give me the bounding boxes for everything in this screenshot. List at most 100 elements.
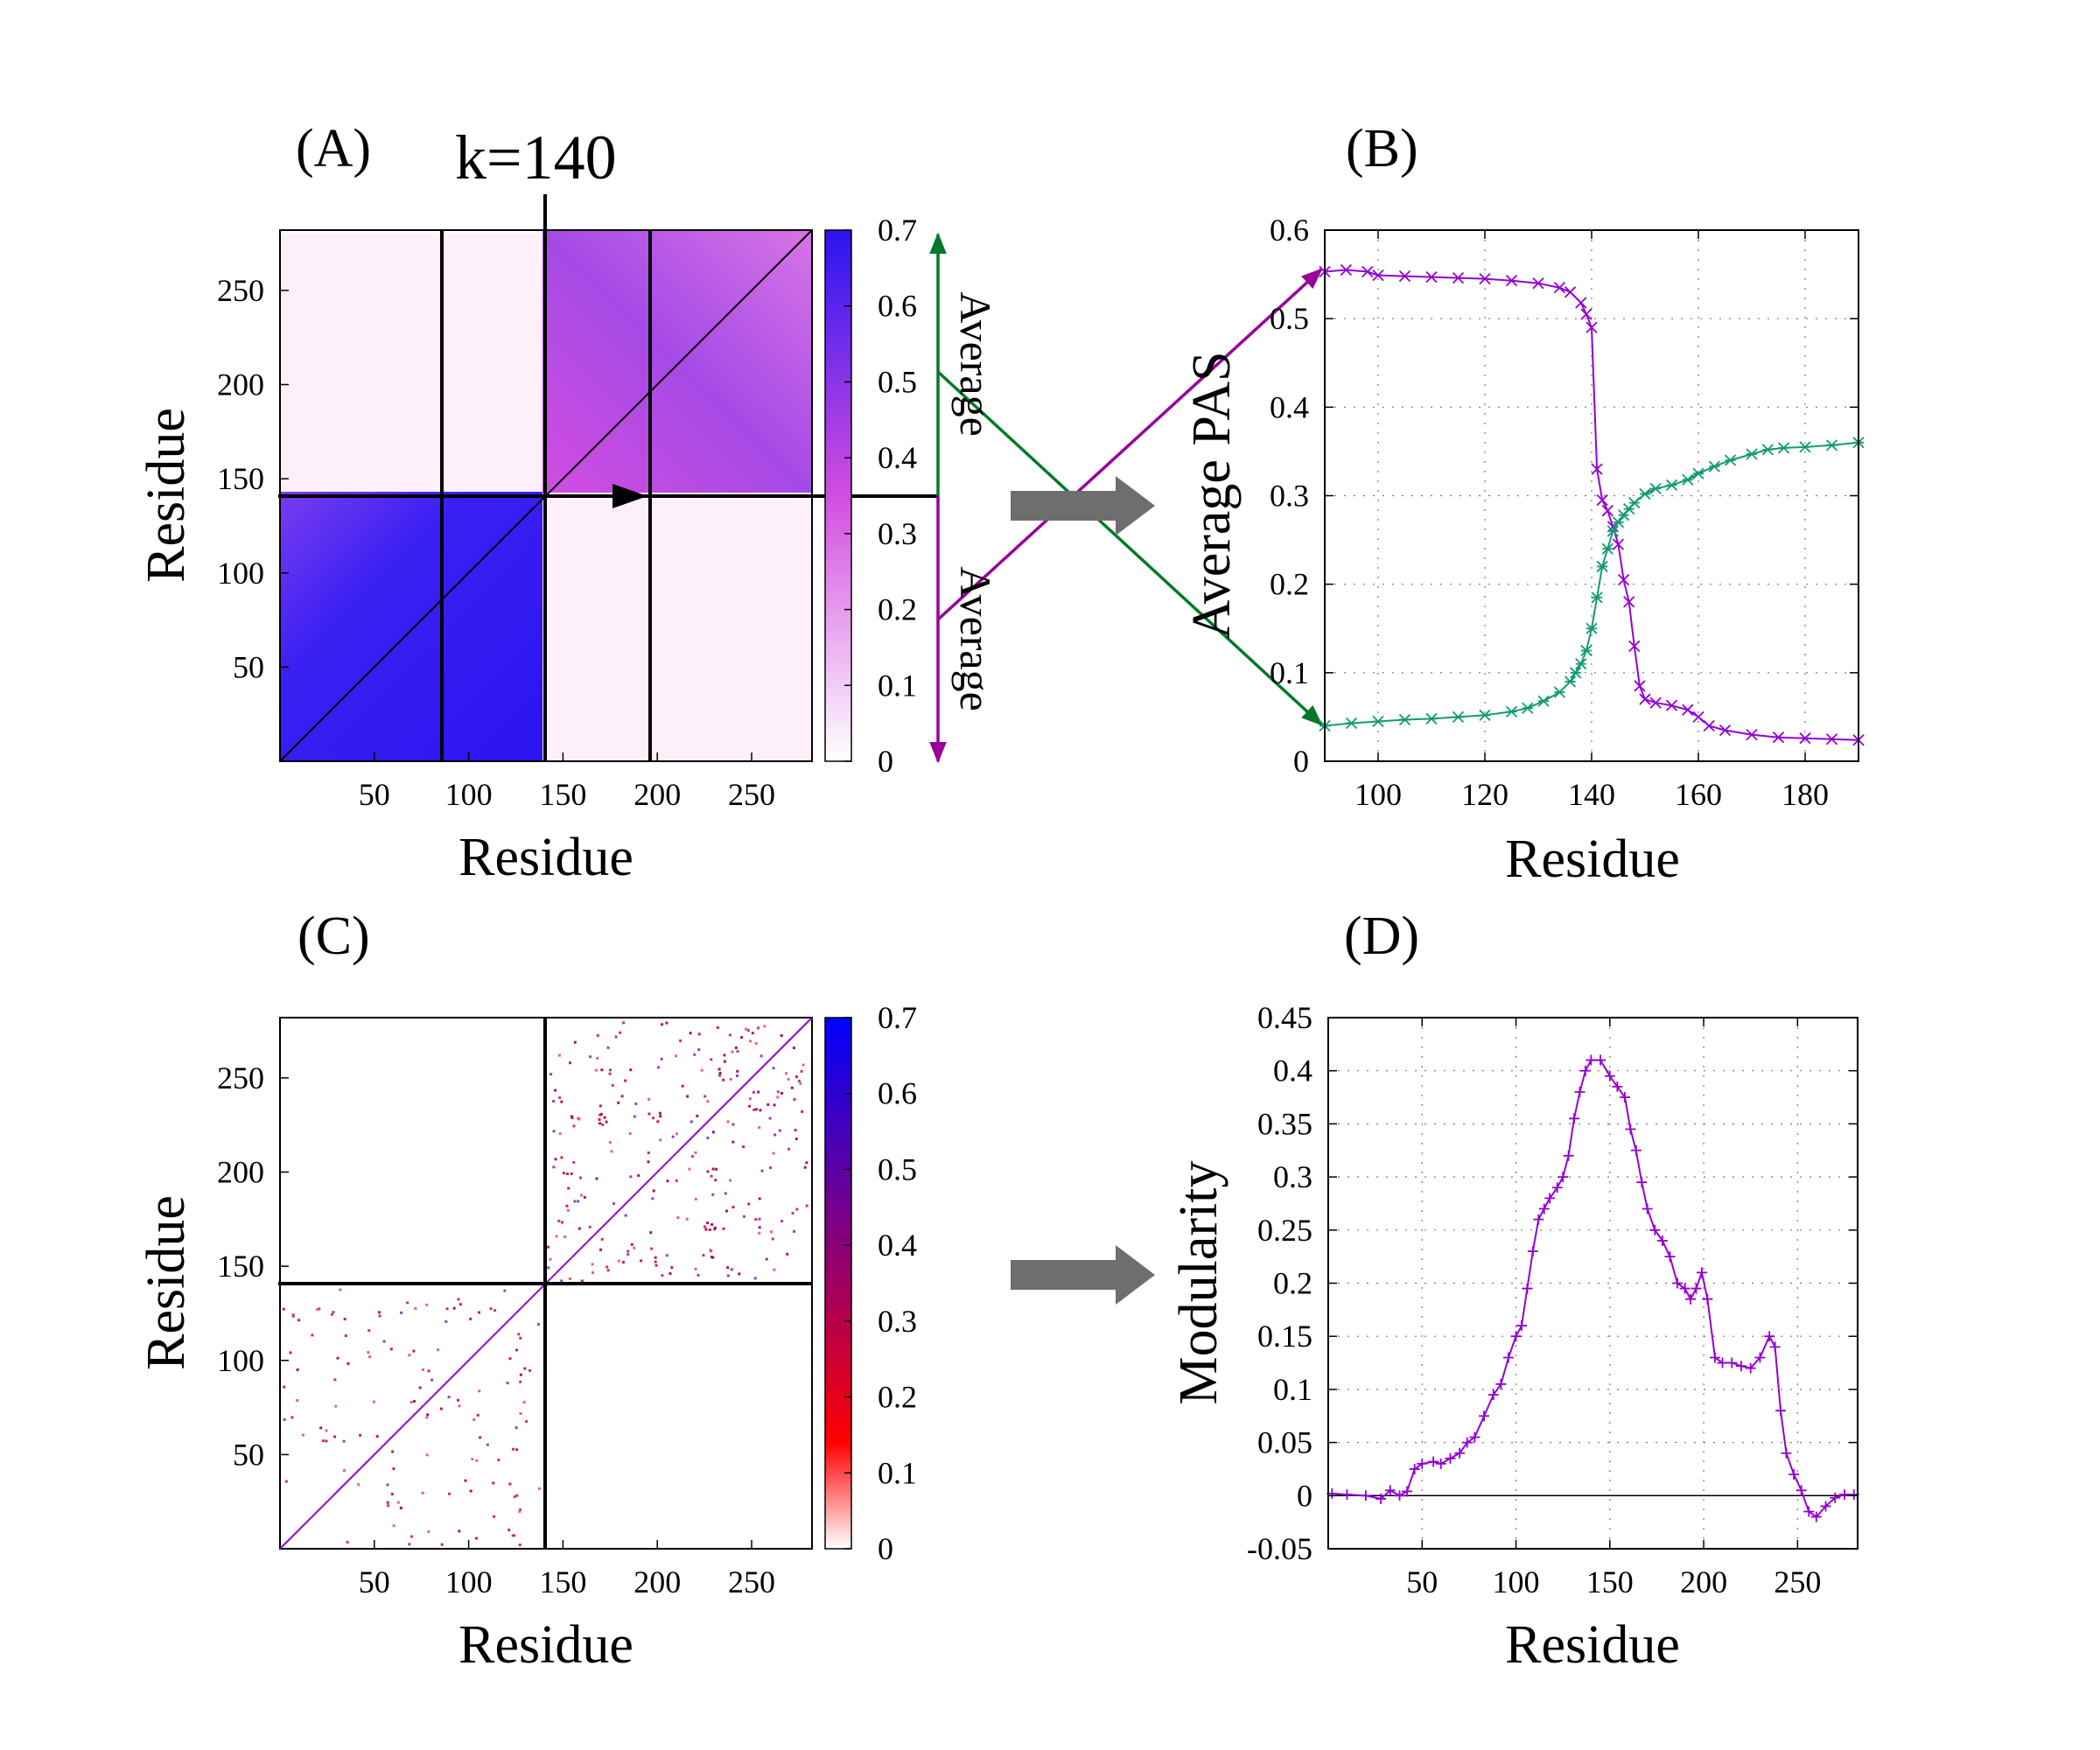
data-point xyxy=(1360,1490,1371,1502)
contact-dot xyxy=(776,1096,780,1099)
contact-dot xyxy=(661,1274,664,1278)
contact-dot xyxy=(572,1124,576,1128)
y-tick-label: 200 xyxy=(217,368,264,402)
contact-dot xyxy=(346,1541,349,1544)
contact-dot xyxy=(469,1317,472,1320)
data-point xyxy=(1639,693,1651,705)
y-tick-label: 0.1 xyxy=(1273,1372,1312,1407)
y-tick-label: 200 xyxy=(217,1155,264,1190)
contact-dot xyxy=(769,1230,773,1234)
contact-dot xyxy=(648,1097,651,1101)
contact-dot xyxy=(754,1108,758,1111)
colorbar-tick-label: 0.6 xyxy=(878,289,917,324)
heatmap-c-contacts xyxy=(282,1021,808,1547)
data-point xyxy=(1703,719,1715,732)
colorbar-a-ticks: 0 0.1 0.2 0.3 0.4 0.5 0.6 0.7 xyxy=(844,213,917,779)
data-point xyxy=(1639,487,1651,500)
contact-dot xyxy=(573,1200,577,1203)
contact-dot xyxy=(746,1029,750,1032)
contact-dot xyxy=(791,1212,794,1215)
x-tick-label: 140 xyxy=(1568,777,1615,812)
contact-dot xyxy=(332,1311,335,1314)
contact-dot xyxy=(592,1270,595,1274)
contact-dot xyxy=(375,1435,379,1438)
contact-dot xyxy=(710,1058,713,1061)
colorbar-tick-label: 0.5 xyxy=(878,1152,917,1186)
plot-d-area xyxy=(1328,1018,1858,1549)
contact-dot xyxy=(608,1072,612,1075)
data-point xyxy=(1830,1492,1841,1503)
data-point xyxy=(1796,1485,1807,1496)
data-point xyxy=(1553,282,1566,294)
k-label: k=140 xyxy=(455,122,617,192)
contact-dot xyxy=(578,1227,581,1230)
y-tick-label: 50 xyxy=(233,649,264,684)
data-point xyxy=(1692,710,1704,724)
contact-dot xyxy=(736,1074,739,1078)
contact-dot xyxy=(474,1536,478,1540)
contact-dot xyxy=(406,1301,410,1305)
contact-dot xyxy=(554,1158,557,1161)
contact-dot xyxy=(710,1174,713,1178)
contact-dot xyxy=(519,1380,522,1383)
split-line-arrowhead xyxy=(612,484,648,508)
panel-a: 50 100 150 200 250 50 100 150 200 250 Residue Res… xyxy=(136,194,938,887)
contact-dot xyxy=(427,1530,430,1533)
contact-dot xyxy=(477,1311,480,1314)
contact-dot xyxy=(620,1095,624,1098)
contact-dot xyxy=(731,1050,734,1054)
contact-dot xyxy=(658,1111,662,1115)
contact-dot xyxy=(685,1217,689,1221)
y-tick-label: 0.2 xyxy=(1270,567,1309,602)
contact-dot xyxy=(503,1289,507,1292)
data-point xyxy=(1569,1113,1580,1124)
contact-dot xyxy=(557,1219,561,1222)
colorbar-tick-label: 0.7 xyxy=(878,213,917,248)
data-point xyxy=(1551,1182,1563,1194)
contact-dot xyxy=(296,1368,299,1371)
contact-dot xyxy=(425,1416,429,1419)
contact-dot xyxy=(621,1261,625,1264)
contact-dot xyxy=(479,1436,482,1439)
contact-dot xyxy=(726,1266,730,1270)
contact-dot xyxy=(557,1054,561,1057)
data-point xyxy=(1628,496,1641,509)
data-point xyxy=(1538,1203,1550,1214)
data-point xyxy=(1690,1283,1702,1294)
contact-dot xyxy=(703,1225,706,1228)
contact-dot xyxy=(694,1267,697,1270)
data-point xyxy=(1612,516,1625,528)
data-point xyxy=(1362,265,1374,278)
data-point xyxy=(1601,542,1614,555)
y-tick-label: 0.3 xyxy=(1270,479,1309,514)
contact-dot xyxy=(633,1246,636,1250)
contact-dot xyxy=(722,1078,725,1082)
contact-dot xyxy=(718,1071,722,1074)
contact-dot xyxy=(734,1046,738,1049)
contact-dot xyxy=(494,1309,497,1312)
contact-dot xyxy=(523,1367,527,1370)
data-point xyxy=(1574,1086,1586,1097)
heatmap-c-ylabel: Residue xyxy=(136,1195,196,1370)
contact-dot xyxy=(606,1269,610,1272)
data-point xyxy=(1656,1235,1668,1246)
data-point xyxy=(1533,1214,1544,1225)
data-point xyxy=(1580,644,1592,657)
contact-dot xyxy=(716,1026,719,1029)
x-tick-label: 180 xyxy=(1782,777,1829,812)
contact-dot xyxy=(624,1214,627,1217)
contact-dot xyxy=(367,1351,370,1354)
contact-dot xyxy=(751,1032,754,1035)
contact-dot xyxy=(654,1256,657,1259)
plot-b-xlabel: Residue xyxy=(1505,830,1680,889)
data-point xyxy=(1402,1486,1413,1497)
x-tick-label: 150 xyxy=(539,1564,586,1600)
contact-dot xyxy=(412,1349,416,1353)
contact-dot xyxy=(697,1048,701,1052)
x-tick-label: 200 xyxy=(1680,1564,1727,1600)
data-point xyxy=(1505,705,1518,718)
contact-dot xyxy=(794,1075,798,1079)
colorbar-tick-label: 0.2 xyxy=(878,592,917,627)
contact-dot xyxy=(493,1515,496,1518)
contact-dot xyxy=(676,1216,680,1220)
